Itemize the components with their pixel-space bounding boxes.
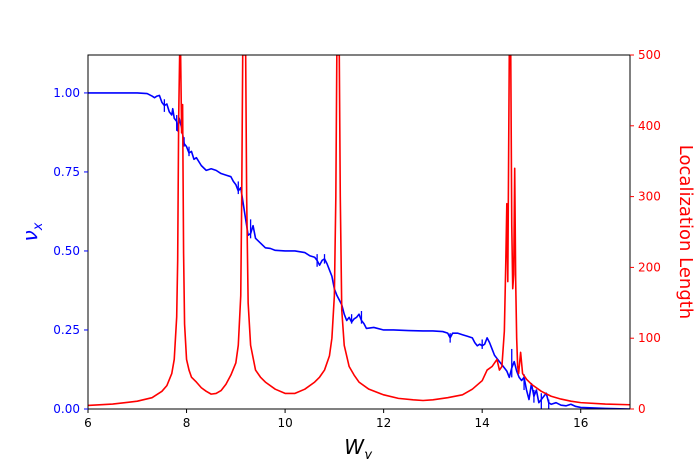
series-line-localization-length	[88, 55, 630, 407]
y-left-tick-label: 0.00	[53, 402, 80, 416]
y-right-tick-label: 200	[638, 260, 661, 274]
plot-frame	[87, 54, 631, 410]
y-left-tick-label: 1.00	[53, 86, 80, 100]
y-right-tick-label: 500	[638, 48, 661, 62]
y-left-axis-label-subscript: x	[31, 222, 46, 231]
x-tick-label: 8	[183, 416, 191, 430]
y-right-axis-label: Localization Length	[675, 145, 696, 319]
series-line-nu-x	[88, 92, 630, 409]
y-right-tick-label: 300	[638, 190, 661, 204]
x-tick-label: 12	[376, 416, 391, 430]
x-axis-label-subscript: γ	[364, 448, 373, 459]
y-left-axis-label-base: ν	[18, 230, 42, 241]
y-right-tick-label: 0	[638, 402, 646, 416]
x-tick-label: 14	[475, 416, 490, 430]
plot-area	[88, 55, 630, 409]
y-left-tick-label: 0.50	[53, 244, 80, 258]
y-left-axis-label: νx	[18, 222, 46, 241]
axes: 6 8 10 12 14 16 0.00 0.25 0.50 0.75 1.00 0 100 200 300…	[53, 48, 661, 430]
y-right-tick-label: 100	[638, 331, 661, 345]
x-tick-label: 6	[84, 416, 92, 430]
plot-series	[88, 55, 630, 409]
x-tick-label: 10	[277, 416, 292, 430]
x-axis-label-base: W	[344, 435, 365, 459]
x-tick-label: 16	[573, 416, 588, 430]
y-left-tick-label: 0.25	[53, 323, 80, 337]
y-right-tick-label: 400	[638, 119, 661, 133]
y-left-tick-label: 0.75	[53, 165, 80, 179]
x-axis-label: Wγ	[344, 435, 373, 459]
